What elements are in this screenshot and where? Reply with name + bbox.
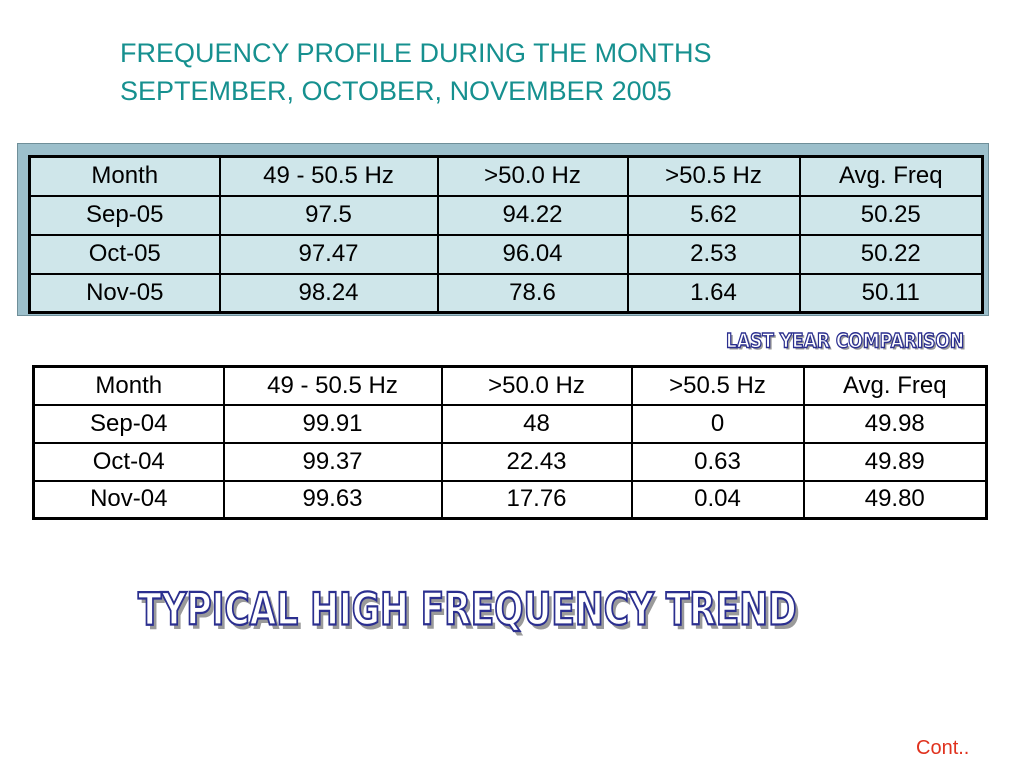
cell-avg-freq: 49.98 (802, 403, 988, 444)
high-frequency-trend-banner: TYPICAL HIGH FREQUENCY TREND (137, 583, 797, 637)
cell-avg-freq: 50.25 (798, 194, 984, 236)
page-title: FREQUENCY PROFILE DURING THE MONTHS SEPT… (120, 34, 712, 110)
header-month: Month (32, 365, 225, 406)
cell-above-50-0-hz: 22.43 (440, 441, 633, 482)
table-row: Oct-04 99.37 22.43 0.63 49.89 (32, 441, 988, 482)
cell-avg-freq: 49.89 (802, 441, 988, 482)
title-line-2: SEPTEMBER, OCTOBER, NOVEMBER 2005 (120, 76, 672, 106)
header-above-50-0-hz: >50.0 Hz (436, 155, 629, 197)
cell-above-50-0-hz: 48 (440, 403, 633, 444)
cell-avg-freq: 49.80 (802, 479, 988, 520)
table-row: Sep-04 99.91 48 0 49.98 (32, 403, 988, 444)
table-header-row: Month 49 - 50.5 Hz >50.0 Hz >50.5 Hz Avg… (32, 365, 988, 406)
cell-49-50-5-hz: 99.63 (222, 479, 443, 520)
cell-above-50-0-hz: 78.6 (436, 272, 629, 314)
header-avg-freq: Avg. Freq (802, 365, 988, 406)
cell-month: Sep-05 (28, 194, 221, 236)
header-above-50-0-hz: >50.0 Hz (440, 365, 633, 406)
header-month: Month (28, 155, 221, 197)
cell-above-50-5-hz: 1.64 (626, 272, 801, 314)
table-2004: Month 49 - 50.5 Hz >50.0 Hz >50.5 Hz Avg… (32, 365, 988, 520)
title-line-1: FREQUENCY PROFILE DURING THE MONTHS (120, 38, 712, 68)
table-row: Nov-05 98.24 78.6 1.64 50.11 (28, 272, 984, 314)
header-49-50-5-hz: 49 - 50.5 Hz (222, 365, 443, 406)
table-row: Nov-04 99.63 17.76 0.04 49.80 (32, 479, 988, 520)
last-year-comparison-label: LAST YEAR COMPARISON (725, 329, 965, 353)
header-49-50-5-hz: 49 - 50.5 Hz (218, 155, 439, 197)
cell-month: Nov-04 (32, 479, 225, 520)
cell-49-50-5-hz: 98.24 (218, 272, 439, 314)
cell-49-50-5-hz: 97.47 (218, 233, 439, 275)
continued-label: Cont.. (916, 737, 970, 759)
cell-month: Oct-05 (28, 233, 221, 275)
cell-avg-freq: 50.22 (798, 233, 984, 275)
cell-above-50-0-hz: 94.22 (436, 194, 629, 236)
header-above-50-5-hz: >50.5 Hz (626, 155, 801, 197)
table-header-row: Month 49 - 50.5 Hz >50.0 Hz >50.5 Hz Avg… (28, 155, 984, 197)
cell-month: Nov-05 (28, 272, 221, 314)
cell-above-50-5-hz: 0 (630, 403, 805, 444)
cell-month: Sep-04 (32, 403, 225, 444)
cell-above-50-5-hz: 0.63 (630, 441, 805, 482)
header-above-50-5-hz: >50.5 Hz (630, 365, 805, 406)
cell-above-50-5-hz: 0.04 (630, 479, 805, 520)
table-row: Sep-05 97.5 94.22 5.62 50.25 (28, 194, 984, 236)
cell-above-50-0-hz: 17.76 (440, 479, 633, 520)
cell-above-50-5-hz: 5.62 (626, 194, 801, 236)
cell-49-50-5-hz: 97.5 (218, 194, 439, 236)
table-row: Oct-05 97.47 96.04 2.53 50.22 (28, 233, 984, 275)
cell-above-50-0-hz: 96.04 (436, 233, 629, 275)
cell-49-50-5-hz: 99.37 (222, 441, 443, 482)
header-avg-freq: Avg. Freq (798, 155, 984, 197)
cell-49-50-5-hz: 99.91 (222, 403, 443, 444)
cell-above-50-5-hz: 2.53 (626, 233, 801, 275)
cell-avg-freq: 50.11 (798, 272, 984, 314)
cell-month: Oct-04 (32, 441, 225, 482)
table-2005: Month 49 - 50.5 Hz >50.0 Hz >50.5 Hz Avg… (28, 155, 984, 314)
